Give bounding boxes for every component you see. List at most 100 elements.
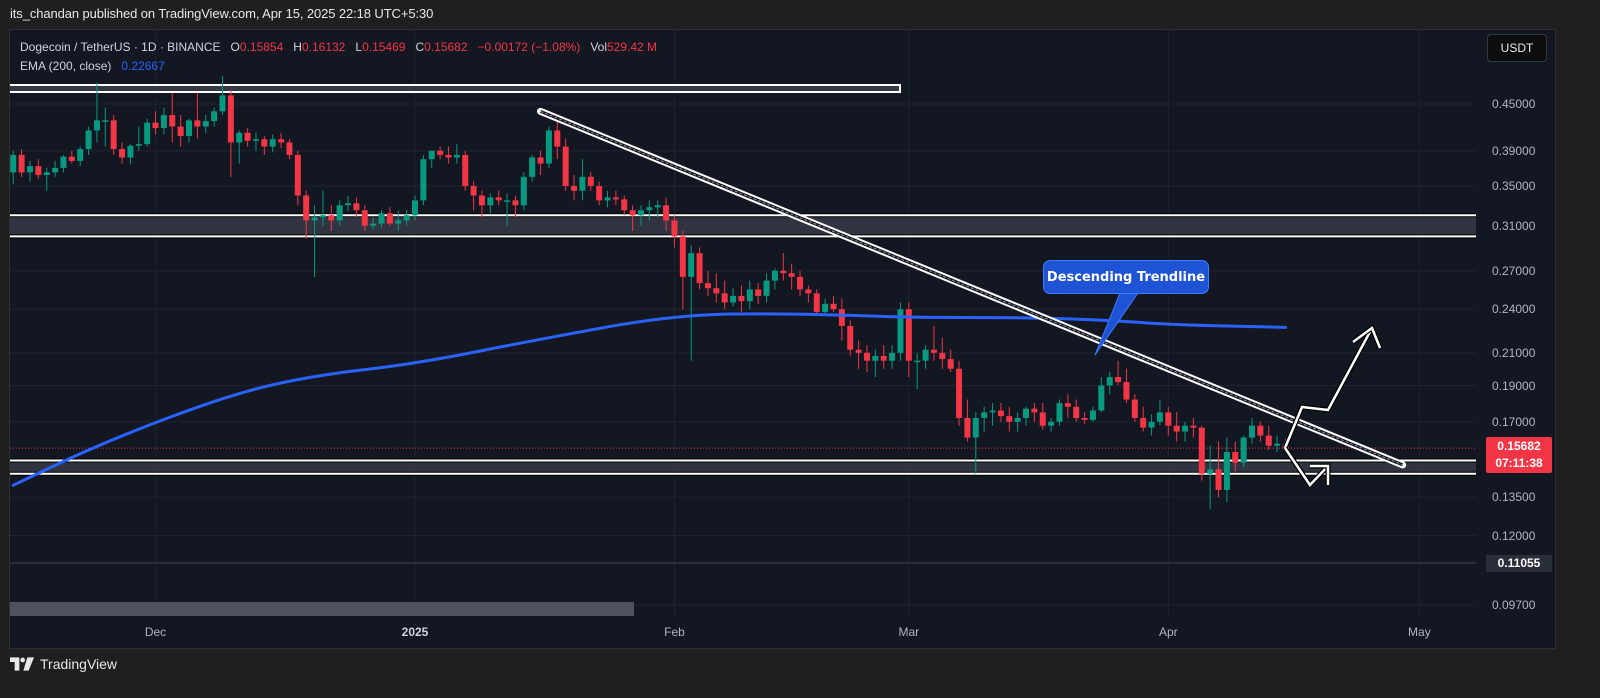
candle — [1198, 425, 1205, 481]
candle — [1223, 437, 1230, 502]
chart-plot-area[interactable] — [10, 30, 1476, 617]
time-label-feb: Feb — [664, 625, 685, 639]
candle — [981, 406, 988, 432]
timeline-scrollbar[interactable] — [10, 602, 634, 616]
candle — [1064, 394, 1071, 418]
descending-trendline-callout[interactable]: Descending Trendline — [1043, 260, 1209, 294]
candle — [780, 253, 787, 281]
candle — [545, 126, 552, 168]
candle — [345, 195, 352, 212]
candle — [922, 345, 929, 369]
candle — [1274, 435, 1281, 452]
publish-info: its_chandan published on TradingView.com… — [10, 6, 434, 21]
time-label-may: May — [1408, 625, 1431, 639]
candle — [110, 115, 117, 155]
candle — [336, 200, 343, 226]
candle — [1014, 412, 1021, 432]
candle — [35, 159, 42, 179]
candle — [1140, 406, 1147, 432]
candle — [495, 190, 502, 206]
candle — [236, 130, 243, 164]
candle — [504, 193, 511, 226]
ema-label[interactable]: EMA (200, close) — [20, 59, 112, 73]
price-tick-0.35000: 0.35000 — [1492, 179, 1536, 194]
price-tick-0.31000: 0.31000 — [1492, 218, 1536, 233]
candle — [788, 263, 795, 290]
time-axis[interactable]: Dec 2025 Feb Mar Apr May — [10, 617, 1476, 648]
currency-button[interactable]: USDT — [1487, 34, 1547, 62]
current-price: 0.15682 — [1497, 439, 1541, 453]
candle — [1106, 372, 1113, 395]
tradingview-logo-icon — [10, 657, 34, 671]
candle — [838, 298, 845, 341]
candle — [529, 154, 536, 182]
footer: TradingView — [10, 656, 117, 672]
support-resistance-zone — [10, 215, 1476, 237]
candle — [227, 89, 234, 177]
candle — [721, 280, 728, 310]
symbol-label[interactable]: Dogecoin / TetherUS · 1D · BINANCE — [20, 40, 221, 54]
candle — [704, 270, 711, 296]
price-tick-0.45000: 0.45000 — [1492, 97, 1536, 111]
price-tick-0.17000: 0.17000 — [1492, 414, 1536, 429]
marked-low-badge: 0.11055 — [1486, 555, 1552, 572]
candle — [947, 349, 954, 373]
candle — [93, 82, 100, 143]
candle — [872, 349, 879, 378]
candle — [512, 195, 519, 218]
support-resistance-zone — [10, 460, 1476, 474]
candle — [378, 210, 385, 228]
change-value: −0.00172 (−1.08%) — [477, 40, 581, 54]
candle — [311, 205, 318, 277]
candle — [60, 154, 67, 173]
candle — [914, 352, 921, 389]
upper-resistance-zone — [10, 84, 901, 93]
candle — [1190, 417, 1197, 438]
candle — [428, 150, 435, 168]
candle — [294, 150, 301, 206]
candle — [102, 107, 109, 147]
candle — [813, 289, 820, 317]
candle — [696, 247, 703, 290]
price-tick-0.09700: 0.09700 — [1492, 598, 1536, 612]
candle — [286, 139, 293, 160]
candle — [1173, 412, 1180, 442]
price-tick-0.19000: 0.19000 — [1492, 378, 1536, 393]
candle — [863, 345, 870, 373]
candle — [1207, 445, 1214, 510]
candle — [537, 150, 544, 176]
price-tick-0.39000: 0.39000 — [1492, 143, 1536, 158]
candle — [244, 128, 251, 147]
candle — [688, 245, 695, 361]
candle — [1089, 406, 1096, 422]
price-axis[interactable]: 0.45000 0.39000 0.35000 0.31000 0.27000 0.240… — [1476, 30, 1556, 617]
candle — [328, 205, 335, 231]
time-label-2025: 2025 — [401, 625, 429, 639]
candle — [746, 280, 753, 310]
candle — [1131, 394, 1138, 422]
candle — [1031, 403, 1038, 422]
candle — [1156, 399, 1163, 426]
candle — [1148, 414, 1155, 436]
ema-value: 0.22667 — [121, 59, 165, 73]
candle — [453, 144, 460, 164]
candle — [68, 150, 75, 164]
candle-countdown: 07:11:38 — [1495, 456, 1543, 470]
candle — [386, 207, 393, 226]
candle — [629, 205, 636, 231]
candle — [144, 118, 151, 147]
candle — [939, 337, 946, 369]
chart-legend: Dogecoin / TetherUS · 1D · BINANCE O0.15… — [20, 38, 657, 76]
candle — [755, 283, 762, 304]
candlestick-chart[interactable] — [10, 30, 1476, 617]
candle — [956, 360, 963, 426]
candle — [713, 273, 720, 303]
candle — [889, 345, 896, 369]
candle — [361, 205, 368, 231]
brand-name[interactable]: TradingView — [40, 656, 118, 672]
candle — [679, 230, 686, 310]
price-tick-0.13500: 0.13500 — [1492, 490, 1536, 505]
candle — [855, 340, 862, 369]
candle — [127, 144, 134, 165]
candle — [562, 138, 569, 191]
